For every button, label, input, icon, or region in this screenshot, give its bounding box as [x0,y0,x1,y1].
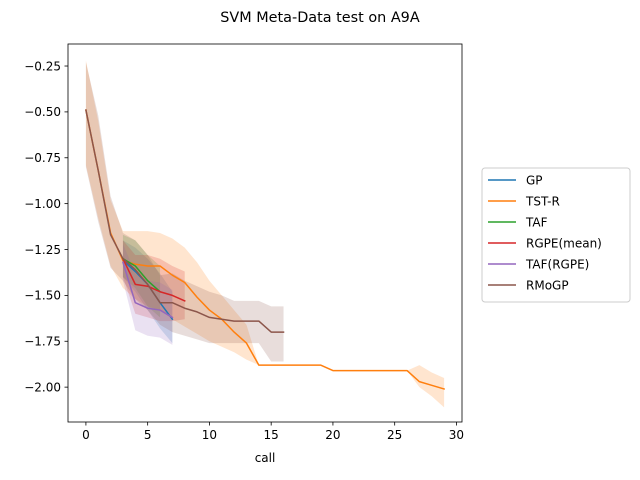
legend-box [481,167,631,303]
x-tick-label: 5 [144,428,152,442]
band-taf-rgpe- [122,244,173,345]
x-tick-label: 30 [449,428,464,442]
band-rmogp [85,62,284,362]
line-tst-r [85,109,446,390]
axes: 0 5 10 15 20 25 30 −2.00 −1.75 −1.50 −1.25 −1.00 −0.… [24,43,464,442]
legend-label-taf: TAF [525,215,548,229]
x-tick-label: 25 [387,428,402,442]
y-tick-label: −1.75 [24,335,61,349]
x-tick-label: 20 [325,428,340,442]
legend-label-taf-rgpe-: TAF(RGPE) [525,257,589,271]
band-tst-r [85,60,445,408]
chart-title: SVM Meta-Data test on A9A [220,10,420,26]
line-rmogp [85,109,285,333]
y-tick-label: −1.25 [24,243,61,257]
x-tick-label: 0 [82,428,90,442]
y-tick-label: −0.25 [24,59,61,73]
legend: GP TST-R TAF RGPE(mean) TAF(RGPE) RMoGP [481,167,631,303]
band-rgpe-mean- [122,240,185,322]
x-axis-label: call [255,451,276,465]
legend-label-rmogp: RMoGP [526,278,569,292]
line-taf-rgpe- [122,261,174,319]
y-tick-label: −0.75 [24,151,61,165]
y-tick-label: −1.50 [24,289,61,303]
y-tick-label: −1.00 [24,197,61,211]
x-tick-label: 10 [202,428,217,442]
y-tick-label: −0.50 [24,105,61,119]
legend-label-tst-r: TST-R [525,194,560,208]
plot-area [85,60,446,408]
axes-frame [67,43,463,423]
legend-label-gp: GP [526,173,543,187]
legend-label-rgpe-mean-: RGPE(mean) [526,236,602,250]
line-taf [121,257,162,293]
y-tick-label: −2.00 [24,380,61,394]
x-tick-label: 15 [264,428,279,442]
line-rgpe-mean- [121,257,186,302]
